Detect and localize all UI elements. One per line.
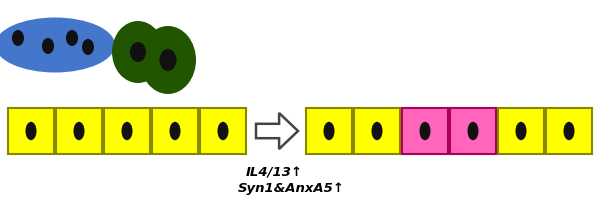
Ellipse shape xyxy=(217,122,229,140)
FancyBboxPatch shape xyxy=(104,108,150,154)
Text: IL4/13↑: IL4/13↑ xyxy=(246,166,303,179)
Ellipse shape xyxy=(140,26,196,94)
Ellipse shape xyxy=(160,49,176,71)
Ellipse shape xyxy=(371,122,383,140)
Ellipse shape xyxy=(66,30,78,46)
Text: Syn1&AnxA5↑: Syn1&AnxA5↑ xyxy=(238,182,345,195)
FancyBboxPatch shape xyxy=(56,108,102,154)
FancyBboxPatch shape xyxy=(402,108,448,154)
Ellipse shape xyxy=(563,122,575,140)
Ellipse shape xyxy=(323,122,335,140)
Ellipse shape xyxy=(12,30,24,46)
FancyBboxPatch shape xyxy=(354,108,400,154)
Ellipse shape xyxy=(467,122,479,140)
FancyBboxPatch shape xyxy=(8,108,54,154)
Ellipse shape xyxy=(0,26,1,52)
Ellipse shape xyxy=(130,42,146,62)
FancyBboxPatch shape xyxy=(498,108,544,154)
FancyBboxPatch shape xyxy=(152,108,198,154)
Ellipse shape xyxy=(42,38,54,54)
FancyBboxPatch shape xyxy=(200,108,246,154)
Ellipse shape xyxy=(25,122,37,140)
FancyBboxPatch shape xyxy=(306,108,352,154)
Ellipse shape xyxy=(419,122,431,140)
Ellipse shape xyxy=(0,18,115,73)
Ellipse shape xyxy=(73,122,85,140)
Ellipse shape xyxy=(515,122,527,140)
FancyBboxPatch shape xyxy=(546,108,592,154)
Ellipse shape xyxy=(121,122,133,140)
Ellipse shape xyxy=(82,39,94,55)
Ellipse shape xyxy=(112,21,164,83)
Polygon shape xyxy=(256,113,298,149)
FancyBboxPatch shape xyxy=(450,108,496,154)
Ellipse shape xyxy=(169,122,181,140)
